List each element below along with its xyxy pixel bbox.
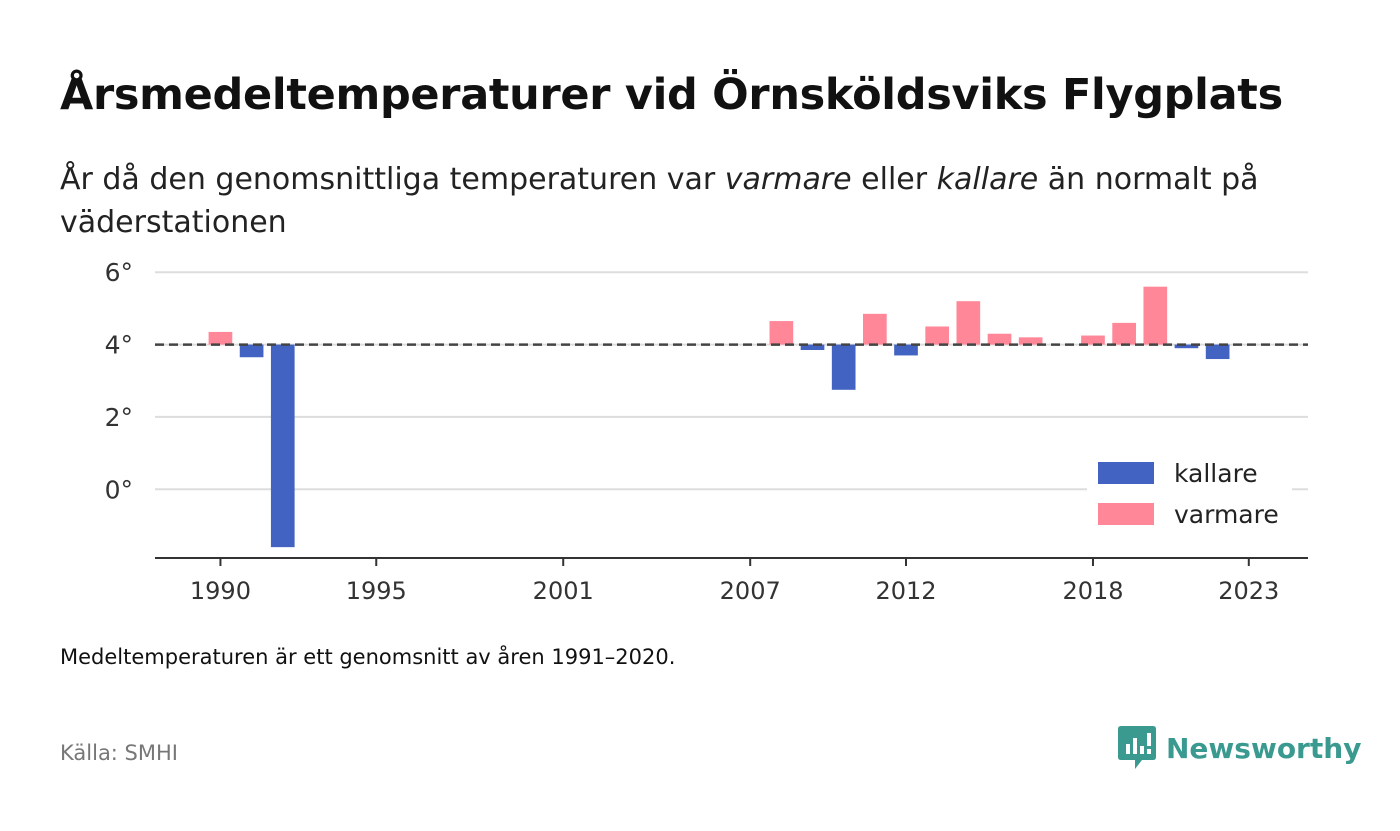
x-tick-label: 2018 <box>1062 577 1123 605</box>
bar-varmare-2011 <box>863 313 887 345</box>
bar-kallare-2021 <box>1174 344 1199 349</box>
newsworthy-logo[interactable]: Newsworthy <box>1118 726 1361 770</box>
legend-label-varmare: varmare <box>1174 500 1279 529</box>
x-tick-label: 1995 <box>346 577 407 605</box>
legend-swatch-kallare <box>1098 462 1154 484</box>
bar-kallare-2009 <box>800 344 825 351</box>
y-tick-label: 2° <box>105 403 133 432</box>
x-tick-label: 2023 <box>1218 577 1279 605</box>
chart-subtitle: År då den genomsnittliga temperaturen va… <box>60 158 1320 244</box>
subtitle-part-2: eller <box>851 162 937 197</box>
brand-name: Newsworthy <box>1166 731 1362 765</box>
source-credit: Källa: SMHI <box>60 741 178 765</box>
bar-varmare-1990 <box>208 331 233 345</box>
subtitle-part-1: År då den genomsnittliga temperaturen va… <box>60 162 725 197</box>
x-tick-label: 2007 <box>720 577 781 605</box>
bar-varmare-2008 <box>769 321 794 345</box>
bar-varmare-2014 <box>956 301 981 345</box>
y-tick-label: 4° <box>105 331 133 360</box>
bar-varmare-2020 <box>1143 286 1168 345</box>
legend-swatch-varmare <box>1098 503 1154 525</box>
x-tick-label: 2012 <box>875 577 936 605</box>
chart-title: Årsmedeltemperaturer vid Örnsköldsviks F… <box>60 70 1283 120</box>
y-tick-label: 6° <box>105 258 133 287</box>
bar-kallare-1991 <box>239 344 264 358</box>
subtitle-part-3: än normalt på väderstationen <box>60 162 1259 240</box>
bar-varmare-2015 <box>987 333 1012 345</box>
subtitle-cold-word: kallare <box>936 162 1039 197</box>
newsworthy-logo-icon <box>1118 726 1156 769</box>
bar-varmare-2013 <box>925 326 950 345</box>
footnote: Medeltemperaturen är ett genomsnitt av å… <box>60 645 676 669</box>
legend-label-kallare: kallare <box>1174 459 1258 488</box>
y-tick-label: 0° <box>105 475 133 504</box>
x-tick-label: 2001 <box>533 577 594 605</box>
bar-kallare-2012 <box>894 344 918 356</box>
bar-kallare-1992 <box>270 344 295 548</box>
bar-varmare-2019 <box>1112 322 1136 345</box>
bar-kallare-2010 <box>831 344 856 390</box>
bar-kallare-2022 <box>1205 344 1230 360</box>
x-tick-label: 1990 <box>190 577 251 605</box>
bar-varmare-2018 <box>1081 335 1105 345</box>
bar-varmare-2016 <box>1018 337 1043 345</box>
subtitle-warm-word: varmare <box>724 162 852 197</box>
